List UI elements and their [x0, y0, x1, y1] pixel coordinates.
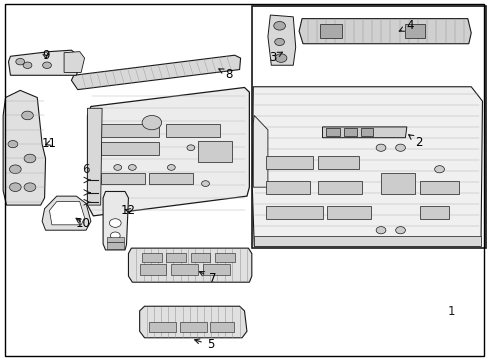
Bar — [327, 206, 370, 220]
Circle shape — [275, 54, 286, 62]
Circle shape — [273, 22, 285, 30]
Circle shape — [23, 62, 32, 68]
Circle shape — [274, 39, 284, 45]
Polygon shape — [71, 55, 240, 90]
Bar — [210, 322, 233, 332]
Polygon shape — [140, 306, 246, 338]
Bar — [317, 156, 358, 169]
Polygon shape — [128, 248, 251, 282]
Text: 3: 3 — [268, 51, 282, 64]
Text: 6: 6 — [82, 163, 90, 176]
Bar — [140, 264, 166, 275]
Bar — [166, 253, 185, 262]
Circle shape — [114, 165, 122, 170]
Text: 7: 7 — [199, 271, 216, 285]
Circle shape — [24, 154, 36, 163]
Bar — [251, 6, 485, 248]
Circle shape — [434, 166, 444, 173]
Bar — [166, 125, 220, 137]
Circle shape — [8, 140, 18, 148]
Circle shape — [109, 219, 121, 227]
Text: 12: 12 — [121, 204, 136, 217]
Bar — [266, 206, 322, 220]
Polygon shape — [103, 192, 128, 250]
Bar — [320, 24, 341, 39]
Circle shape — [24, 183, 36, 192]
Bar — [360, 129, 372, 136]
Text: 8: 8 — [218, 68, 232, 81]
Text: 2: 2 — [408, 135, 422, 149]
Circle shape — [395, 144, 405, 151]
Bar — [253, 7, 484, 247]
Bar — [101, 142, 159, 155]
Circle shape — [110, 232, 120, 239]
Polygon shape — [299, 19, 470, 44]
Polygon shape — [322, 127, 406, 138]
Bar — [326, 129, 339, 136]
Bar — [317, 181, 361, 194]
Circle shape — [395, 226, 405, 234]
Bar — [142, 253, 161, 262]
Circle shape — [186, 145, 194, 150]
Bar — [180, 322, 206, 332]
Circle shape — [9, 183, 21, 192]
Polygon shape — [267, 15, 295, 65]
Bar — [198, 140, 232, 162]
Bar — [405, 24, 424, 39]
Text: 10: 10 — [75, 216, 90, 230]
Circle shape — [167, 165, 175, 170]
Bar — [419, 181, 458, 194]
Bar — [101, 173, 144, 184]
Polygon shape — [49, 202, 84, 225]
Bar — [203, 264, 229, 275]
Polygon shape — [64, 51, 84, 72]
Polygon shape — [8, 50, 79, 75]
Bar — [266, 181, 310, 194]
Circle shape — [9, 165, 21, 174]
Bar — [107, 237, 123, 242]
Circle shape — [21, 111, 33, 120]
Bar — [344, 129, 356, 136]
Polygon shape — [252, 87, 482, 246]
Polygon shape — [3, 90, 45, 205]
Bar — [149, 173, 193, 184]
Circle shape — [142, 116, 161, 130]
Text: 1: 1 — [447, 305, 454, 318]
Text: 4: 4 — [399, 19, 413, 32]
Polygon shape — [42, 196, 91, 230]
Bar — [419, 206, 448, 220]
Bar — [107, 242, 123, 249]
Polygon shape — [87, 108, 102, 205]
Circle shape — [375, 144, 385, 151]
Polygon shape — [253, 116, 267, 187]
Bar — [190, 253, 210, 262]
Polygon shape — [87, 87, 249, 216]
Bar — [171, 264, 198, 275]
Bar — [215, 253, 234, 262]
Bar — [266, 156, 312, 169]
Circle shape — [128, 165, 136, 170]
Polygon shape — [254, 235, 480, 246]
Text: 11: 11 — [42, 137, 57, 150]
Text: 9: 9 — [41, 49, 49, 62]
Circle shape — [375, 226, 385, 234]
Bar — [149, 322, 176, 332]
Circle shape — [16, 58, 24, 65]
Text: 5: 5 — [194, 338, 214, 351]
Bar — [380, 173, 414, 194]
Bar — [101, 125, 159, 137]
Circle shape — [42, 62, 51, 68]
Circle shape — [201, 181, 209, 186]
